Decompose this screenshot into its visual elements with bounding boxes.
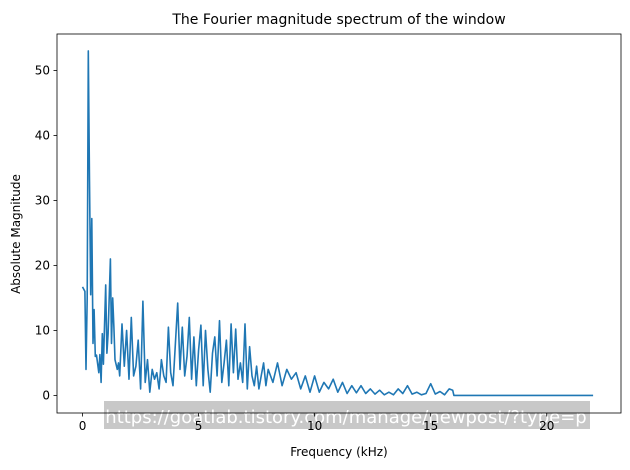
- plot-area: [81, 50, 594, 397]
- watermark: https://goatlab.tistory.com/manage/newpo…: [104, 401, 590, 429]
- y-axis: 0 10 20 30 40 50: [35, 63, 57, 402]
- x-axis: 0 5 10 15 20: [79, 413, 554, 433]
- y-axis-label: Absolute Magnitude: [9, 174, 23, 294]
- x-tick-label: 15: [423, 419, 438, 433]
- axes-border: [56, 33, 622, 414]
- watermark-text: https://goatlab.tistory.com/manage/newpo…: [105, 407, 586, 428]
- axes-frame: [56, 33, 622, 414]
- y-tick-label: 20: [35, 258, 50, 272]
- chart-title: The Fourier magnitude spectrum of the wi…: [171, 12, 505, 28]
- x-tick-label: 20: [539, 419, 554, 433]
- y-tick-label: 40: [35, 128, 50, 142]
- y-tick-label: 0: [42, 388, 50, 402]
- x-axis-label: Frequency (kHz): [290, 445, 387, 459]
- y-tick-label: 10: [35, 323, 50, 337]
- series-line: [81, 50, 594, 397]
- x-tick-label: 10: [307, 419, 322, 433]
- x-tick-label: 5: [195, 419, 203, 433]
- x-tick-label: 0: [79, 419, 87, 433]
- y-tick-label: 50: [35, 63, 50, 77]
- y-tick-label: 30: [35, 193, 50, 207]
